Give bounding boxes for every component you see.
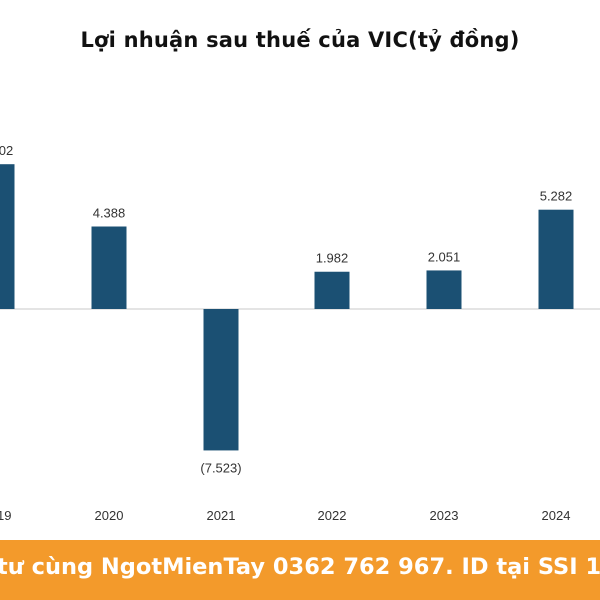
value-label-2022: 1.982 <box>316 251 349 266</box>
bars-group <box>0 164 574 451</box>
value-label-2021: (7.523) <box>200 460 241 475</box>
banner-text: tư cùng NgotMienTay 0362 762 967. ID tại… <box>0 554 600 580</box>
promo-banner: tư cùng NgotMienTay 0362 762 967. ID tại… <box>0 540 600 600</box>
bar-chart: 7.702 4.388 (7.523) 1.982 2.051 5.282 2019 202… <box>0 143 600 523</box>
value-labels-group: 7.702 4.388 (7.523) 1.982 2.051 5.282 <box>0 143 572 475</box>
bar-2024 <box>538 209 574 309</box>
bar-2020 <box>91 226 127 309</box>
x-tick-labels-group: 2019 2020 2021 2022 2023 2024 <box>0 508 570 523</box>
x-tick-label-2019: 2019 <box>0 508 11 523</box>
x-tick-label-2023: 2023 <box>430 508 459 523</box>
x-tick-label-2022: 2022 <box>318 508 347 523</box>
value-label-2019: 7.702 <box>0 143 13 158</box>
value-label-2020: 4.388 <box>93 206 126 221</box>
value-label-2024: 5.282 <box>540 189 573 204</box>
bar-2023 <box>426 270 462 309</box>
x-tick-label-2024: 2024 <box>542 508 571 523</box>
x-tick-label-2020: 2020 <box>95 508 124 523</box>
bar-2021 <box>203 309 239 451</box>
bar-2019 <box>0 164 15 309</box>
chart-title: Lợi nhuận sau thuế của VIC(tỷ đồng) <box>80 28 520 52</box>
bar-2022 <box>314 271 350 309</box>
x-tick-label-2021: 2021 <box>207 508 236 523</box>
value-label-2023: 2.051 <box>428 249 461 264</box>
